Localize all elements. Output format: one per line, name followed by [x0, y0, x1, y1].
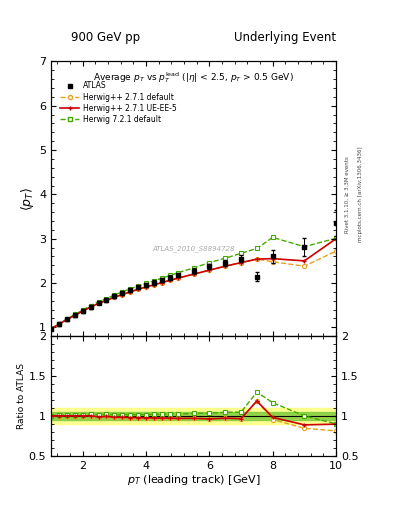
Text: mcplots.cern.ch [arXiv:1306.3436]: mcplots.cern.ch [arXiv:1306.3436]	[358, 147, 363, 242]
Text: Underlying Event: Underlying Event	[234, 31, 336, 44]
Y-axis label: $\langle p_T \rangle$: $\langle p_T \rangle$	[19, 187, 36, 211]
Y-axis label: Ratio to ATLAS: Ratio to ATLAS	[17, 363, 26, 429]
Text: Rivet 3.1.10, ≥ 3.3M events: Rivet 3.1.10, ≥ 3.3M events	[345, 156, 350, 233]
Bar	[51, 412, 336, 420]
Legend: ATLAS, Herwig++ 2.7.1 default, Herwig++ 2.7.1 UE-EE-5, Herwig 7.2.1 default: ATLAS, Herwig++ 2.7.1 default, Herwig++ …	[58, 79, 179, 126]
X-axis label: $p_T$ (leading track) [GeV]: $p_T$ (leading track) [GeV]	[127, 473, 261, 487]
Text: 900 GeV pp: 900 GeV pp	[71, 31, 140, 44]
Bar	[51, 408, 336, 424]
Text: ATLAS_2010_S8894728: ATLAS_2010_S8894728	[152, 245, 235, 252]
Text: Average $p_T$ vs $p_T^{\rm lead}$ ($|\eta|$ < 2.5, $p_T$ > 0.5 GeV): Average $p_T$ vs $p_T^{\rm lead}$ ($|\et…	[93, 70, 294, 84]
